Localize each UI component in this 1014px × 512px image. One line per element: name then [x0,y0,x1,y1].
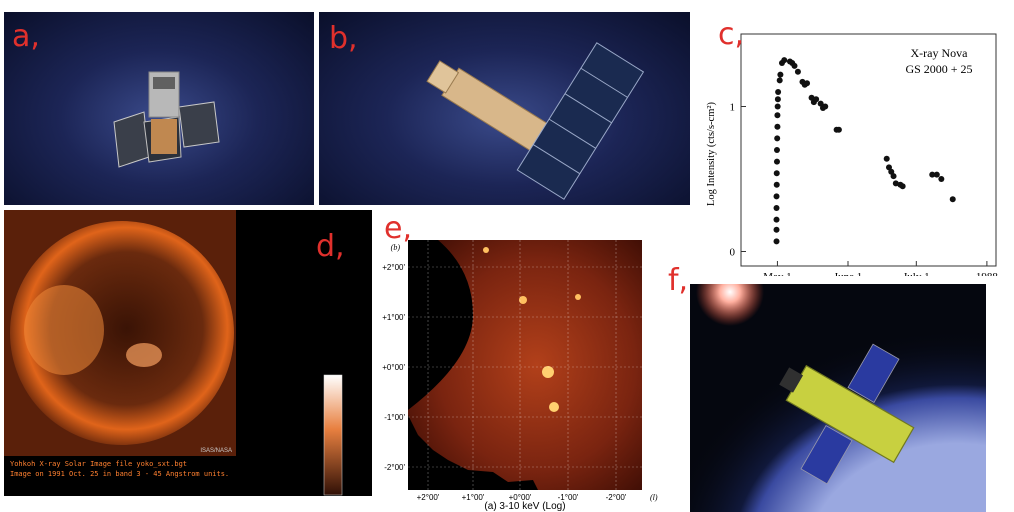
data-point [773,170,780,177]
data-point [938,176,945,182]
panel-letter-f-outer: f, [668,263,689,298]
data-point [791,62,798,69]
sun-illustration: ISAS/NASA Yohkoh X-ray Solar Image file … [4,210,343,496]
chart-title-line1: X-ray Nova [911,46,969,60]
data-point [892,180,899,187]
data-point [835,126,842,133]
panel-d-solar-image: ISAS/NASA Yohkoh X-ray Solar Image file … [4,210,372,496]
data-point [773,147,780,153]
data-point [899,183,906,190]
x-tick-label: May 1 [763,271,791,276]
xray-x-tick-label: +0°00' [509,493,532,502]
xray-y-tick-label: +1°00' [382,313,405,322]
data-point [773,238,780,245]
panel-e-xray-map: (b) (l) +2°00' +1°00' +0°00' -1°00' -2°00' +… [378,210,668,512]
x-tick-label: 1988 [976,271,999,276]
panel-c-light-curve: X-ray Nova GS 2000 + 25 Log Intensity (c… [696,6,1014,276]
data-point [774,112,781,119]
panel-f-satellite-earth: f, [690,284,986,512]
light-curve-chart: X-ray Nova GS 2000 + 25 Log Intensity (c… [706,33,999,276]
xray-x-ticks: +2°00' +1°00' +0°00' -1°00' -2°00' [417,493,627,502]
data-point [774,135,781,142]
panel-letter-b: b, [329,21,358,56]
xray-corner-b: (b) [391,243,401,252]
xray-x-tick-label: -1°00' [558,493,579,502]
panel-b-satellite-image: b, [319,12,690,205]
data-point [949,196,956,203]
xray-y-ticks: +2°00' +1°00' +0°00' -1°00' -2°00' [382,263,405,472]
data-point [777,71,784,78]
data-point [813,96,820,103]
chart-marks: 1 0 May 1 June 1 July 1 1988 [730,57,999,276]
xray-caption: (a) 3-10 keV (Log) [484,501,565,512]
data-point [781,57,788,64]
chart-ylabel: Log Intensity (cts/s-cm²) [706,101,717,206]
panel-letter-e: e, [384,211,412,246]
data-point [774,123,781,130]
chart-frame [740,33,997,267]
chart-title-line2: GS 2000 + 25 [905,62,972,76]
data-point [776,77,783,84]
x-tick-label: June 1 [834,271,862,276]
panel-letter-a: a, [12,19,40,54]
xray-x-tick-label: +2°00' [417,493,440,502]
solar-credit: ISAS/NASA [200,448,232,454]
xray-y-tick-label: +2°00' [382,263,405,272]
data-point [804,80,811,87]
y-tick-label: 1 [730,102,736,114]
data-point [773,216,780,223]
xray-corner-l: (l) [650,493,658,502]
y-tick-label: 0 [730,247,736,259]
data-point [775,89,782,95]
data-point [773,193,780,200]
xray-y-tick-label: +0°00' [382,363,405,372]
data-point [773,226,780,233]
data-point [773,158,780,165]
panel-letter-c: c, [718,17,745,52]
data-point [929,171,936,178]
satellite-b-illustration [426,42,645,200]
data-point [774,96,781,103]
panel-a-satellite-image: a, [4,12,314,205]
xray-x-tick-label: -2°00' [606,493,627,502]
xray-x-tick-label: +1°00' [462,493,485,502]
data-point [774,103,781,110]
data-point [794,68,801,75]
solar-caption-line2: Image on 1991 Oct. 25 in band 3 - 45 Ang… [10,470,229,478]
data-point [773,205,780,211]
data-point [883,155,890,162]
data-point [822,103,829,110]
x-tick-label: July 1 [903,271,930,276]
satellite-f-illustration [690,284,986,512]
xray-y-tick-label: -1°00' [384,413,405,422]
xray-map-figure: (b) (l) +2°00' +1°00' +0°00' -1°00' -2°00' +… [382,240,658,512]
satellite-a-illustration [113,71,220,168]
data-point [890,173,897,180]
data-point [773,181,780,188]
xray-y-tick-label: -2°00' [384,463,405,472]
panel-letter-d: d, [316,229,345,264]
solar-caption-line1: Yohkoh X-ray Solar Image file yoko_sxt.b… [10,460,187,468]
data-point [933,171,940,178]
